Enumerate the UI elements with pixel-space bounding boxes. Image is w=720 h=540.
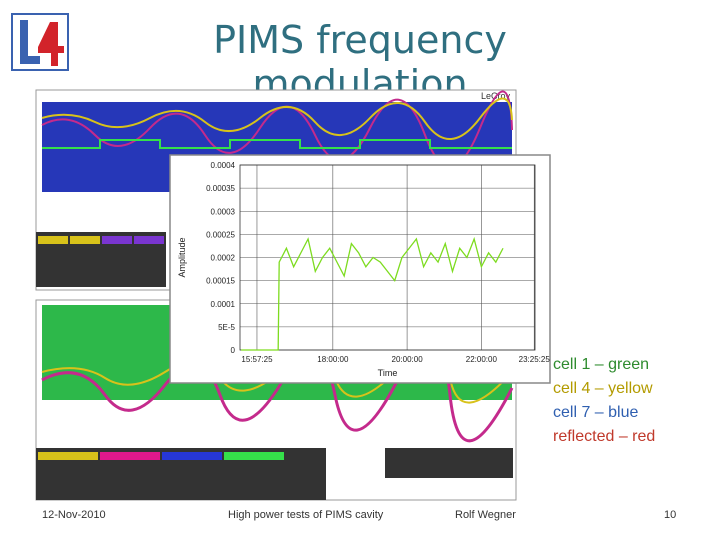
footer-author: Rolf Wegner <box>455 509 516 521</box>
legend-entry: cell 1 – green <box>553 356 650 373</box>
legend-entry: cell 7 – blue <box>553 404 639 421</box>
y-tick-label: 0.00035 <box>206 184 235 193</box>
y-axis-label: Amplitude <box>177 237 187 277</box>
inset-chart: 0 5E-5 0.0001 0.00015 0.0002 0.00025 0.0003 0.0… <box>177 161 550 378</box>
logo <box>11 13 69 71</box>
plot-border <box>239 164 536 351</box>
y-tick-label: 0.0001 <box>211 300 236 309</box>
y-tick-label: 0.00015 <box>206 277 235 286</box>
y-tick-label: 0 <box>231 346 236 355</box>
x-tick-label: 23:25:25 <box>519 355 551 364</box>
data-line <box>241 236 504 351</box>
y-tick-label: 0.0003 <box>211 207 236 216</box>
x-tick-label: 18:00:00 <box>317 355 349 364</box>
y-tick-label: 0.00025 <box>206 230 235 239</box>
y-tick-label: 0.0004 <box>211 161 236 170</box>
x-tick-label: 22:00:00 <box>466 355 498 364</box>
footer-page: 10 <box>664 509 677 521</box>
y-tick-label: 5E-5 <box>218 323 235 332</box>
x-tick-label: 20:00:00 <box>392 355 424 364</box>
inset-frame <box>169 154 551 384</box>
legend-entry: reflected – red <box>553 428 656 445</box>
x-axis-label: Time <box>378 368 398 378</box>
footer-subject: High power tests of PIMS cavity <box>228 509 384 521</box>
footer-date: 12-Nov-2010 <box>42 509 106 521</box>
x-tick-label: 15:57:25 <box>241 355 273 364</box>
legend-entry: cell 4 – yellow <box>553 380 653 397</box>
y-tick-label: 0.0002 <box>211 254 236 263</box>
